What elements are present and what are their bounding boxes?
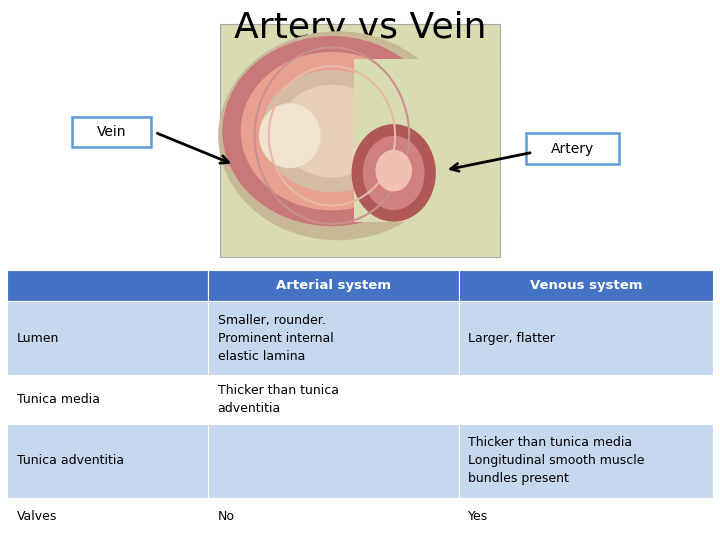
Ellipse shape <box>218 31 457 240</box>
Ellipse shape <box>363 136 425 210</box>
Bar <box>220 24 500 256</box>
Bar <box>7 424 208 498</box>
Ellipse shape <box>351 124 436 222</box>
Ellipse shape <box>262 70 402 192</box>
Ellipse shape <box>259 103 320 168</box>
Bar <box>7 498 208 535</box>
Text: Vein: Vein <box>97 125 126 139</box>
Bar <box>354 59 500 221</box>
Text: Artery vs Vein: Artery vs Vein <box>234 11 486 45</box>
Bar <box>208 498 459 535</box>
Text: Arterial system: Arterial system <box>276 279 391 292</box>
FancyBboxPatch shape <box>72 117 151 147</box>
Ellipse shape <box>375 150 412 192</box>
Bar <box>7 270 208 301</box>
Text: Artery: Artery <box>551 141 594 156</box>
Bar <box>7 301 208 375</box>
Ellipse shape <box>279 85 385 178</box>
Text: Venous system: Venous system <box>529 279 642 292</box>
Bar <box>208 270 459 301</box>
Text: Larger, flatter: Larger, flatter <box>468 332 555 345</box>
Ellipse shape <box>222 36 441 226</box>
Bar <box>7 375 208 424</box>
Text: Thicker than tunica
adventitia: Thicker than tunica adventitia <box>217 384 338 415</box>
Bar <box>459 270 713 301</box>
Bar <box>208 424 459 498</box>
Text: Tunica adventitia: Tunica adventitia <box>17 455 124 468</box>
FancyBboxPatch shape <box>526 133 619 164</box>
Bar <box>459 375 713 424</box>
Text: Tunica media: Tunica media <box>17 393 99 406</box>
Bar <box>459 498 713 535</box>
Bar <box>459 424 713 498</box>
Bar <box>459 301 713 375</box>
Bar <box>208 301 459 375</box>
Text: Yes: Yes <box>468 510 488 523</box>
Bar <box>208 375 459 424</box>
Text: Valves: Valves <box>17 510 57 523</box>
Ellipse shape <box>240 52 423 211</box>
Text: Smaller, rounder.
Prominent internal
elastic lamina: Smaller, rounder. Prominent internal ela… <box>217 314 333 363</box>
Text: No: No <box>217 510 235 523</box>
Text: Lumen: Lumen <box>17 332 59 345</box>
Text: Thicker than tunica media
Longitudinal smooth muscle
bundles present: Thicker than tunica media Longitudinal s… <box>468 436 644 485</box>
